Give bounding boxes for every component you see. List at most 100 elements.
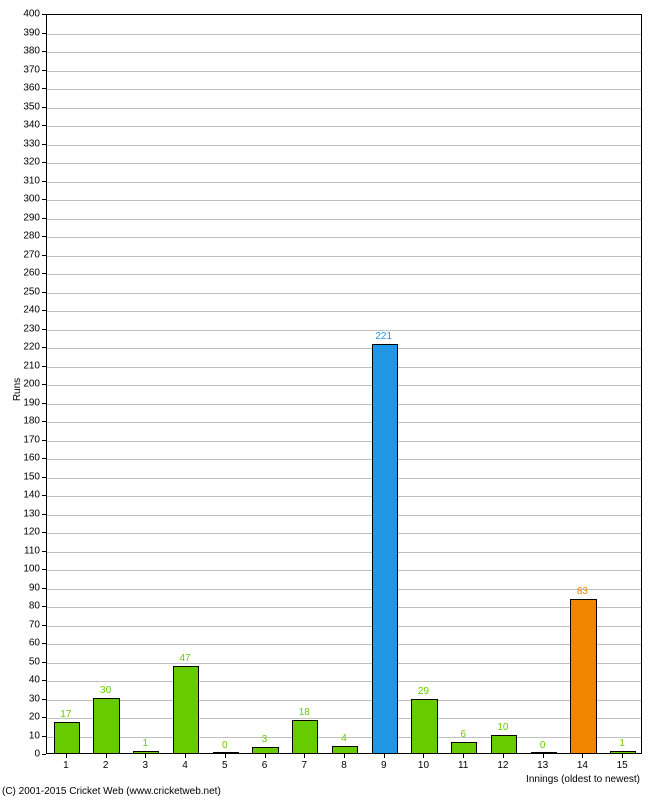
bar-value-label: 17 [60,709,71,720]
bar-value-label: 47 [180,653,191,664]
ytick-label: 200 [0,379,40,390]
bar-value-label: 30 [100,685,111,696]
ytick-mark [42,440,46,441]
bar-value-label: 83 [577,586,588,597]
ytick-label: 210 [0,360,40,371]
ytick-mark [42,181,46,182]
gridline [47,552,641,553]
xtick-mark [225,754,226,758]
gridline [47,663,641,664]
bar [54,722,80,753]
ytick-label: 90 [0,582,40,593]
bar [133,751,159,753]
gridline [47,330,641,331]
bar-value-label: 3 [262,734,268,745]
gridline [47,163,641,164]
ytick-mark [42,70,46,71]
xtick-mark [265,754,266,758]
ytick-mark [42,273,46,274]
gridline [47,200,641,201]
xtick-label: 1 [63,760,69,771]
gridline [47,404,641,405]
bar-value-label: 0 [222,740,228,751]
gridline [47,718,641,719]
ytick-mark [42,421,46,422]
bar [610,751,636,753]
ytick-label: 40 [0,675,40,686]
ytick-mark [42,162,46,163]
bar-value-label: 4 [341,733,347,744]
ytick-mark [42,699,46,700]
ytick-label: 290 [0,212,40,223]
ytick-label: 390 [0,27,40,38]
bar [252,747,278,753]
gridline [47,515,641,516]
gridline [47,145,641,146]
xtick-label: 14 [577,760,588,771]
xtick-mark [304,754,305,758]
ytick-label: 20 [0,712,40,723]
gridline [47,274,641,275]
gridline [47,311,641,312]
ytick-label: 160 [0,453,40,464]
bar-value-label: 1 [619,738,625,749]
xtick-mark [582,754,583,758]
ytick-label: 100 [0,564,40,575]
ytick-label: 280 [0,231,40,242]
ytick-label: 270 [0,249,40,260]
ytick-mark [42,33,46,34]
ytick-mark [42,754,46,755]
bar-value-label: 0 [540,740,546,751]
xtick-label: 10 [418,760,429,771]
gridline [47,644,641,645]
ytick-mark [42,310,46,311]
ytick-mark [42,292,46,293]
xtick-label: 2 [103,760,109,771]
footer-copyright: (C) 2001-2015 Cricket Web (www.cricketwe… [2,786,221,797]
bar [372,344,398,753]
gridline [47,700,641,701]
bar-value-label: 18 [299,707,310,718]
bar [332,746,358,753]
gridline [47,348,641,349]
gridline [47,607,641,608]
gridline [47,478,641,479]
gridline [47,681,641,682]
gridline [47,126,641,127]
gridline [47,256,641,257]
xtick-mark [543,754,544,758]
ytick-mark [42,144,46,145]
bar [213,752,239,753]
ytick-label: 260 [0,268,40,279]
ytick-mark [42,625,46,626]
ytick-label: 140 [0,490,40,501]
ytick-mark [42,569,46,570]
gridline [47,52,641,53]
ytick-label: 310 [0,175,40,186]
xtick-mark [622,754,623,758]
plot-area [46,14,642,754]
bar-value-label: 10 [497,722,508,733]
ytick-label: 150 [0,471,40,482]
ytick-mark [42,88,46,89]
xtick-mark [384,754,385,758]
x-axis-label: Innings (oldest to newest) [526,774,640,785]
ytick-label: 320 [0,157,40,168]
ytick-mark [42,736,46,737]
ytick-mark [42,329,46,330]
bar [411,699,437,753]
bar [93,698,119,754]
bar [491,735,517,754]
ytick-label: 70 [0,619,40,630]
bar [292,720,318,753]
ytick-label: 230 [0,323,40,334]
xtick-label: 12 [497,760,508,771]
gridline [47,570,641,571]
xtick-mark [463,754,464,758]
bar-value-label: 6 [460,729,466,740]
ytick-label: 120 [0,527,40,538]
xtick-mark [344,754,345,758]
ytick-label: 80 [0,601,40,612]
ytick-mark [42,606,46,607]
bar-value-label: 29 [418,686,429,697]
